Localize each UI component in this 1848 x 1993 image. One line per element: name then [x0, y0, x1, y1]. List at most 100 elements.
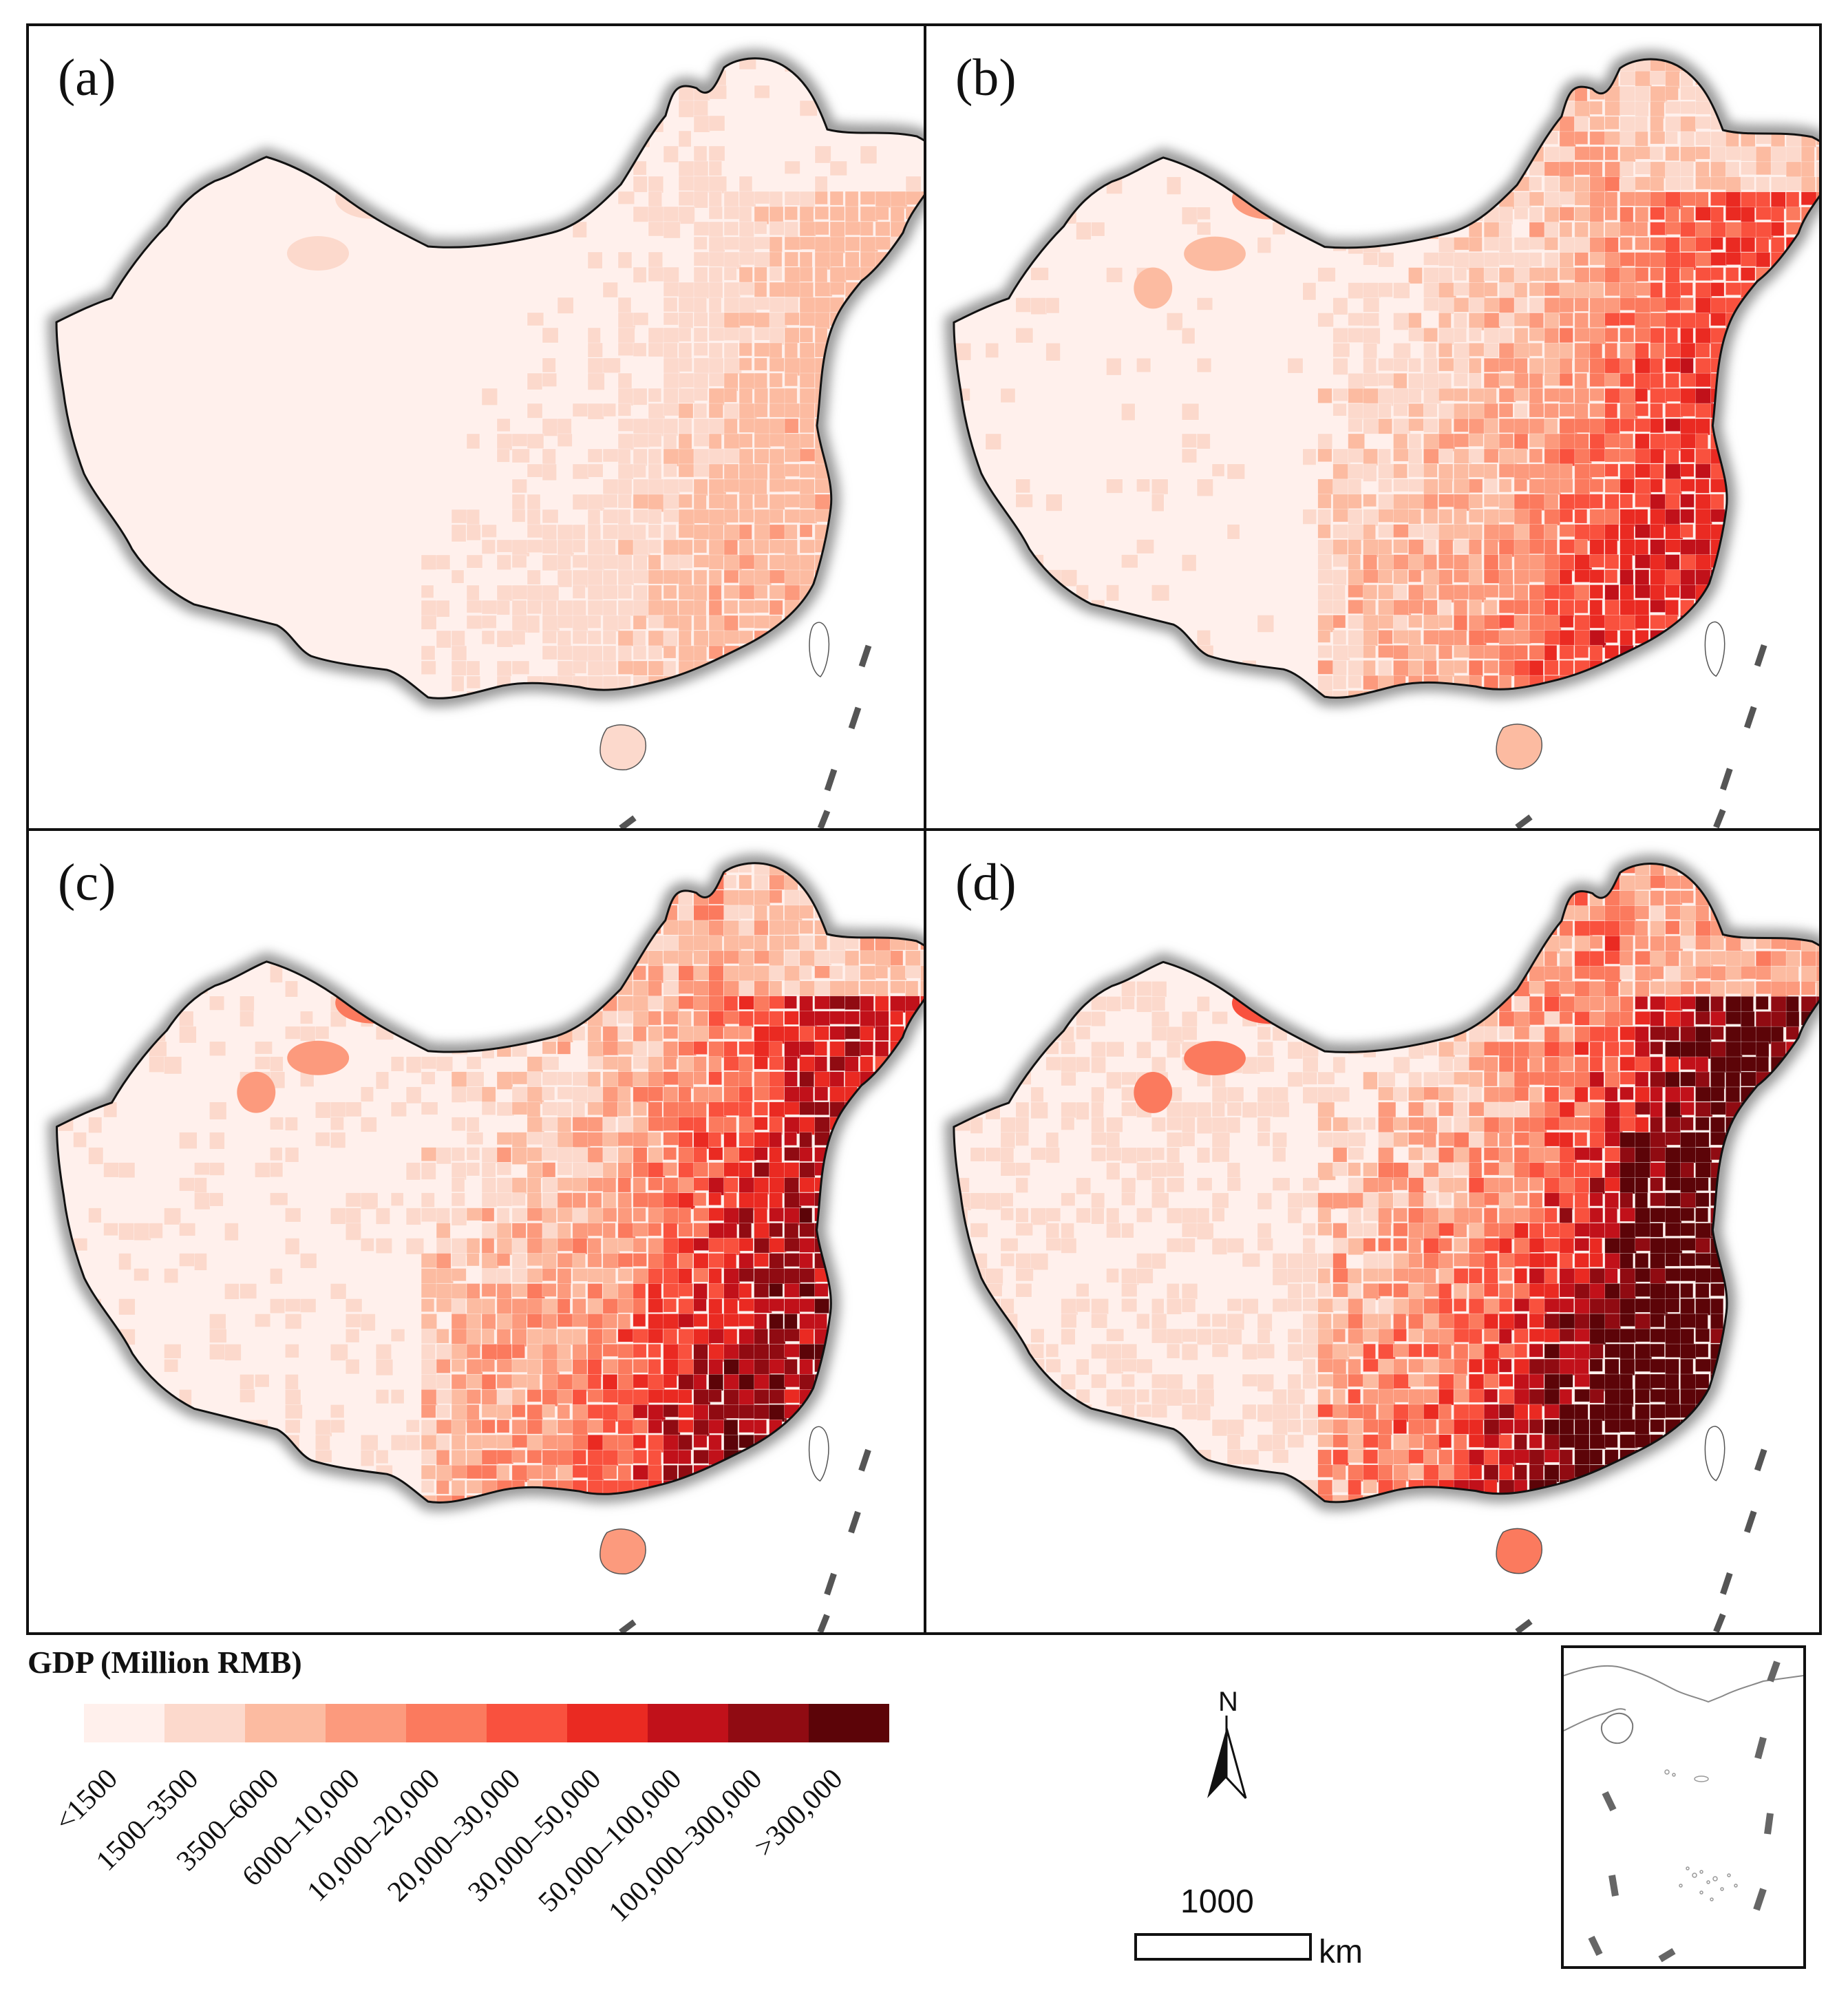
county-cell — [1030, 297, 1048, 315]
county-cell — [405, 950, 423, 966]
county-cell — [1438, 660, 1455, 677]
county-cell — [1544, 600, 1559, 618]
county-cell — [663, 282, 681, 297]
county-cell — [1468, 1086, 1483, 1104]
county-cell — [1378, 569, 1393, 584]
county-cell — [1574, 418, 1591, 433]
county-cell — [1650, 237, 1667, 251]
county-cell — [905, 845, 917, 859]
county-cell — [134, 950, 150, 964]
county-cell — [1468, 328, 1482, 342]
county-cell — [845, 251, 860, 268]
county-cell — [860, 388, 877, 405]
county-cell — [678, 630, 692, 646]
county-cell — [1635, 1086, 1650, 1104]
county-cell — [1619, 920, 1637, 936]
county-cell — [754, 1101, 768, 1116]
county-cell — [1816, 463, 1819, 479]
county-cell — [648, 1011, 661, 1026]
county-cell — [511, 478, 527, 494]
county-cell — [663, 1101, 680, 1118]
county-cell — [1574, 1086, 1589, 1104]
county-cell — [542, 905, 555, 922]
county-cell — [1619, 600, 1637, 618]
county-cell — [875, 1132, 888, 1148]
county-cell — [739, 675, 757, 693]
county-cell — [648, 845, 661, 861]
county-cell — [905, 645, 922, 663]
county-cell — [890, 965, 907, 981]
county-cell — [829, 863, 847, 878]
county-cell — [1650, 388, 1668, 403]
county-cell — [587, 1177, 604, 1192]
county-cell — [769, 1026, 787, 1044]
county-cell — [784, 1268, 801, 1285]
county-cell — [1816, 282, 1819, 300]
county-cell — [1498, 863, 1513, 878]
county-cell — [345, 1359, 360, 1375]
county-cell — [1604, 509, 1619, 527]
county-cell — [860, 539, 875, 555]
county-cell — [1544, 509, 1561, 526]
county-cell — [527, 524, 545, 538]
county-cell — [1332, 342, 1350, 358]
county-cell — [103, 1479, 119, 1498]
county-cell — [648, 342, 664, 357]
county-cell — [1650, 328, 1665, 344]
county-cell — [1468, 660, 1483, 677]
county-cell — [985, 1041, 1000, 1059]
county-cell — [1680, 509, 1695, 523]
county-cell — [1332, 524, 1350, 539]
county-cell — [1559, 282, 1578, 300]
county-cell — [905, 327, 919, 344]
county-cell — [648, 615, 664, 629]
county-cell — [1393, 966, 1408, 984]
county-cell — [572, 630, 588, 644]
county-cell — [1650, 191, 1667, 207]
county-cell — [466, 1117, 480, 1132]
county-cell — [1136, 920, 1152, 935]
county-cell — [1408, 981, 1425, 998]
county-cell — [1408, 509, 1422, 525]
county-cell — [587, 1147, 604, 1163]
county-cell — [678, 100, 695, 118]
county-cell — [587, 327, 601, 346]
county-cell — [1378, 418, 1393, 434]
county-cell — [739, 1238, 754, 1252]
county-cell — [1544, 875, 1562, 889]
county-cell — [769, 554, 786, 570]
county-cell — [466, 863, 480, 873]
county-cell — [1770, 1026, 1784, 1044]
county-cell — [527, 863, 545, 877]
county-cell — [814, 863, 833, 877]
county-cell — [1483, 863, 1498, 875]
county-cell — [1650, 569, 1667, 587]
county-cell — [678, 1404, 694, 1418]
county-cell — [1604, 161, 1623, 180]
county-cell — [845, 1011, 860, 1025]
county-cell — [1423, 372, 1442, 390]
county-cell — [1635, 131, 1648, 147]
county-cell — [1725, 875, 1740, 889]
county-cell — [1785, 191, 1800, 210]
county-cell — [845, 1132, 860, 1150]
county-cell — [1544, 584, 1560, 600]
county-cell — [179, 1132, 198, 1150]
county-cell — [617, 1238, 635, 1252]
county-cell — [511, 1314, 527, 1330]
county-cell — [557, 1086, 573, 1100]
county-cell — [1453, 569, 1469, 583]
county-cell — [754, 1086, 771, 1101]
county-cell — [617, 403, 632, 416]
county-cell — [1242, 905, 1258, 920]
county-cell — [1710, 690, 1728, 698]
county-cell — [1605, 706, 1622, 721]
county-cell — [1408, 1101, 1425, 1117]
county-cell — [693, 1283, 708, 1300]
county-cell — [769, 1041, 783, 1059]
county-cell — [58, 1026, 72, 1041]
county-cell — [451, 1404, 468, 1422]
county-cell — [1514, 1101, 1529, 1117]
county-cell — [1378, 448, 1391, 465]
county-cell — [572, 584, 586, 599]
